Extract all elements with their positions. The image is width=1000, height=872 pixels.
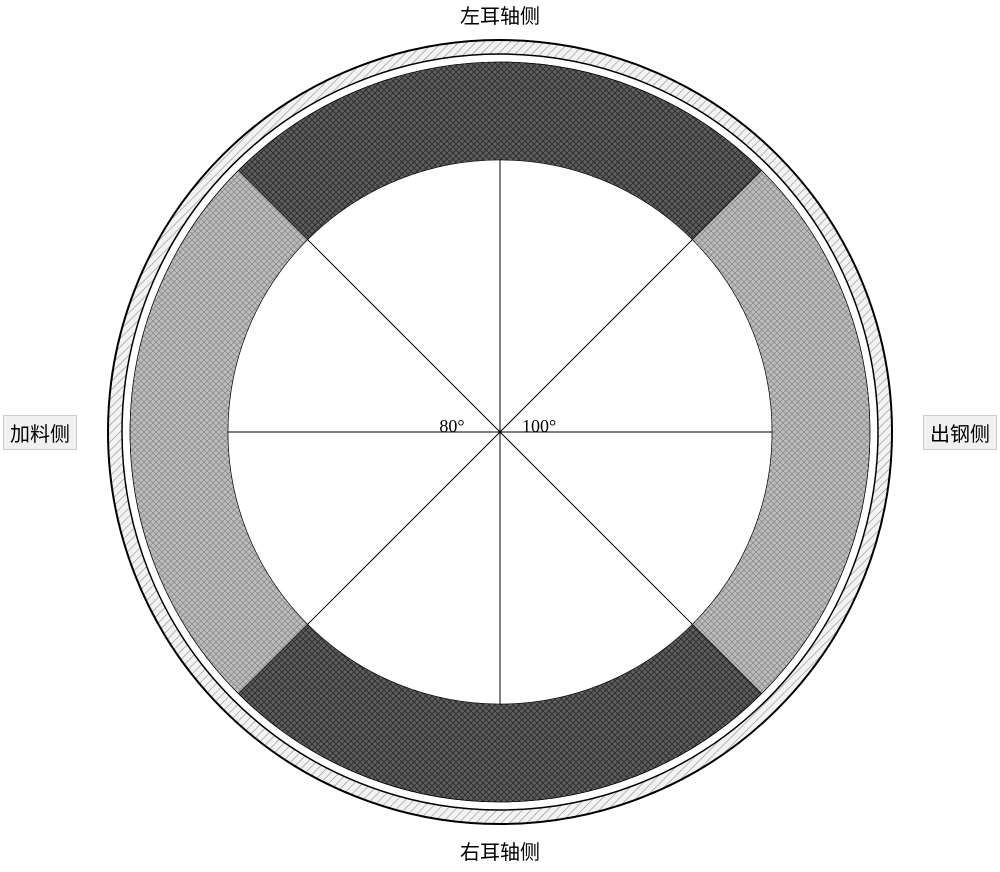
label-bottom: 右耳轴侧 — [460, 836, 540, 865]
stage: 80° 100° 左耳轴侧 右耳轴侧 加料侧 出钢侧 — [0, 0, 1000, 872]
diagram-svg: 80° 100° — [0, 0, 1000, 872]
angle-label-right: 100° — [522, 416, 556, 436]
angle-label-left: 80° — [439, 416, 464, 436]
diagram-group: 80° 100° — [108, 40, 892, 824]
label-left: 加料侧 — [3, 415, 77, 450]
label-top: 左耳轴侧 — [460, 0, 540, 29]
label-right: 出钢侧 — [923, 415, 997, 450]
